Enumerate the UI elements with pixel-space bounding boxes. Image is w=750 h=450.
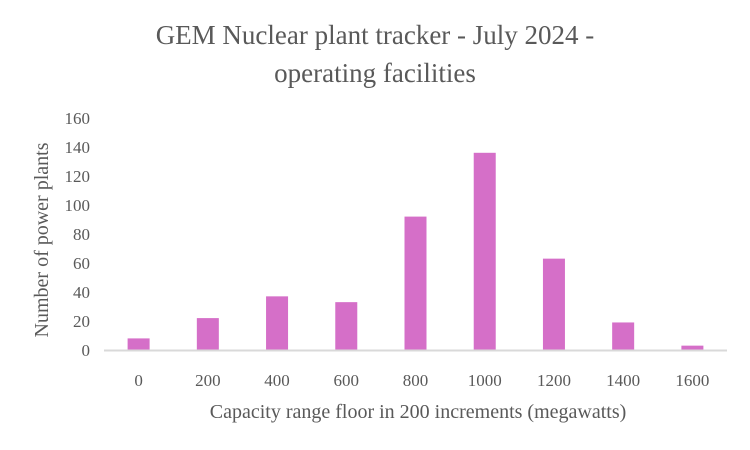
x-tick-label: 1400	[606, 371, 640, 390]
bar-1200	[542, 258, 565, 350]
y-tick-label: 40	[73, 283, 90, 302]
bar-1000	[473, 152, 496, 350]
x-tick-label: 400	[264, 371, 290, 390]
y-tick-label: 80	[73, 225, 90, 244]
bar-600	[335, 302, 358, 350]
bar-1600	[681, 345, 704, 350]
y-tick-label: 160	[65, 109, 91, 128]
x-tick-label: 800	[403, 371, 429, 390]
x-tick-label: 1000	[468, 371, 502, 390]
bar-400	[266, 296, 289, 350]
x-tick-label: 200	[195, 371, 221, 390]
x-tick-label: 600	[334, 371, 360, 390]
bar-0	[127, 338, 150, 350]
y-tick-label: 100	[65, 196, 91, 215]
y-tick-label: 120	[65, 167, 91, 186]
x-axis-title: Capacity range floor in 200 increments (…	[210, 401, 627, 423]
bar-800	[404, 216, 427, 350]
bar-200	[196, 318, 219, 350]
y-axis-title: Number of power plants	[31, 142, 53, 337]
chart-title-line-1: GEM Nuclear plant tracker - July 2024 -	[155, 20, 595, 50]
y-tick-label: 20	[73, 312, 90, 331]
x-tick-label: 1600	[675, 371, 709, 390]
y-tick-label: 140	[65, 138, 91, 157]
bar-1400	[612, 322, 635, 350]
x-tick-label: 0	[134, 371, 143, 390]
y-tick-label: 0	[82, 341, 91, 360]
x-tick-label: 1200	[537, 371, 571, 390]
y-tick-label: 60	[73, 254, 90, 273]
chart-title-line-2: operating facilities	[274, 58, 476, 88]
